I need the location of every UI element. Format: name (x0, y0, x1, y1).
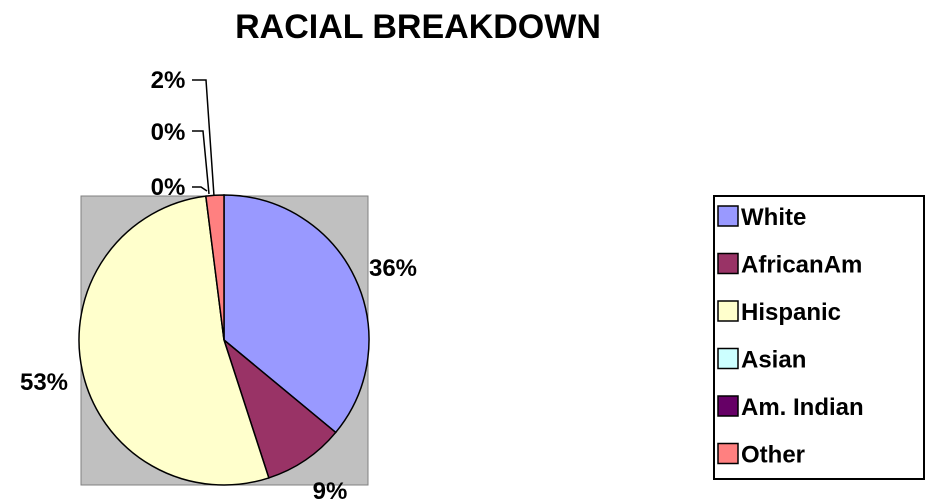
slice-white (223, 194, 370, 434)
legend-box (713, 195, 925, 480)
chart-title: RACIAL BREAKDOWN (235, 8, 601, 46)
legend-label-white: White (741, 204, 806, 231)
data-labels: 36% 9% 53% 0% 0% 2% (20, 67, 417, 502)
slice-other (204, 194, 225, 341)
leader-line-other (192, 79, 215, 197)
leader-line-asian (192, 186, 208, 192)
data-label-africanam: 9% (313, 478, 348, 502)
pie-slices (78, 194, 370, 486)
slice-hispanic (78, 195, 270, 486)
legend: White AfricanAm Hispanic Asian Am. Indian Oth… (713, 195, 925, 480)
leader-line-am-indian (192, 130, 210, 195)
data-label-other: 2% (151, 67, 186, 94)
legend-label-africanam: AfricanAm (741, 252, 862, 279)
legend-swatch-africanam (717, 252, 739, 275)
legend-swatch-other (717, 442, 739, 465)
leader-lines (192, 79, 215, 197)
legend-label-am-indian: Am. Indian (741, 394, 864, 421)
legend-label-asian: Asian (741, 347, 806, 374)
data-label-white: 36% (369, 255, 417, 282)
legend-swatch-white (717, 205, 739, 227)
data-label-am-indian: 0% (151, 119, 186, 146)
data-label-hispanic: 53% (20, 369, 68, 396)
legend-label-hispanic: Hispanic (741, 299, 841, 326)
data-label-asian: 0% (151, 174, 186, 201)
legend-label-other: Other (741, 442, 805, 469)
legend-swatch-am-indian (717, 395, 739, 417)
slice-africanam (222, 337, 337, 479)
legend-swatch-asian (717, 347, 739, 370)
legend-swatch-hispanic (717, 300, 739, 322)
